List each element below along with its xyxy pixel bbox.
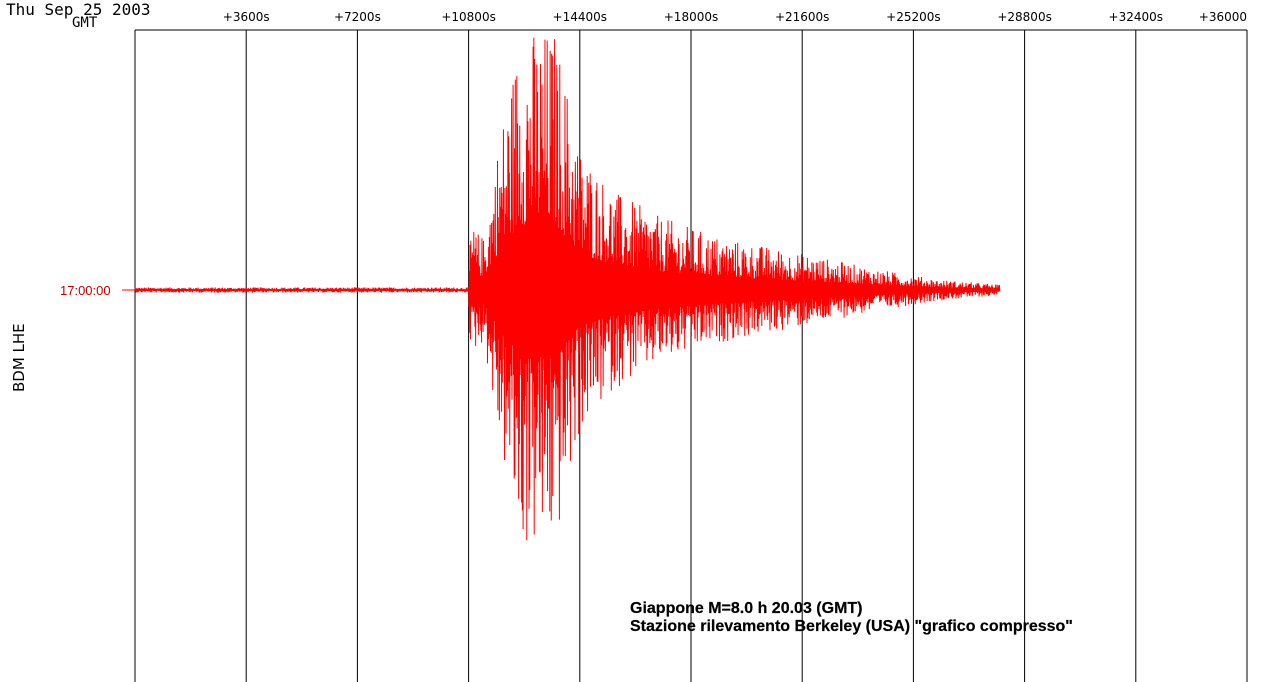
x-tick-label: +21600s xyxy=(775,10,829,24)
timezone-label: GMT xyxy=(72,15,98,31)
annotation-line-2: Stazione rilevamento Berkeley (USA) "gra… xyxy=(630,618,1073,635)
annotation-line-1: Giappone M=8.0 h 20.03 (GMT) xyxy=(630,600,863,617)
x-tick-label: +36000 xyxy=(1199,10,1247,24)
x-tick-label: +14400s xyxy=(553,10,607,24)
annotation: Giappone M=8.0 h 20.03 (GMT) Stazione ri… xyxy=(630,600,1073,636)
x-tick-labels: +3600s +7200s +10800s +14400s +18000s +21600s… xyxy=(223,10,1247,24)
x-tick-label: +3600s xyxy=(223,10,270,24)
trace-line xyxy=(134,37,1001,541)
seismic-trace xyxy=(134,37,1001,541)
station-label: BDM LHE xyxy=(10,323,28,392)
x-tick-label: +32400s xyxy=(1109,10,1163,24)
x-tick-label: +18000s xyxy=(664,10,718,24)
grid-lines xyxy=(122,29,1248,682)
x-tick-label: +7200s xyxy=(334,10,381,24)
start-time-label: 17:00:00 xyxy=(60,283,111,298)
date-label: Thu Sep 25 2003 xyxy=(6,0,151,19)
x-tick-label: +25200s xyxy=(886,10,940,24)
x-tick-label: +28800s xyxy=(997,10,1051,24)
x-tick-label: +10800s xyxy=(441,10,495,24)
